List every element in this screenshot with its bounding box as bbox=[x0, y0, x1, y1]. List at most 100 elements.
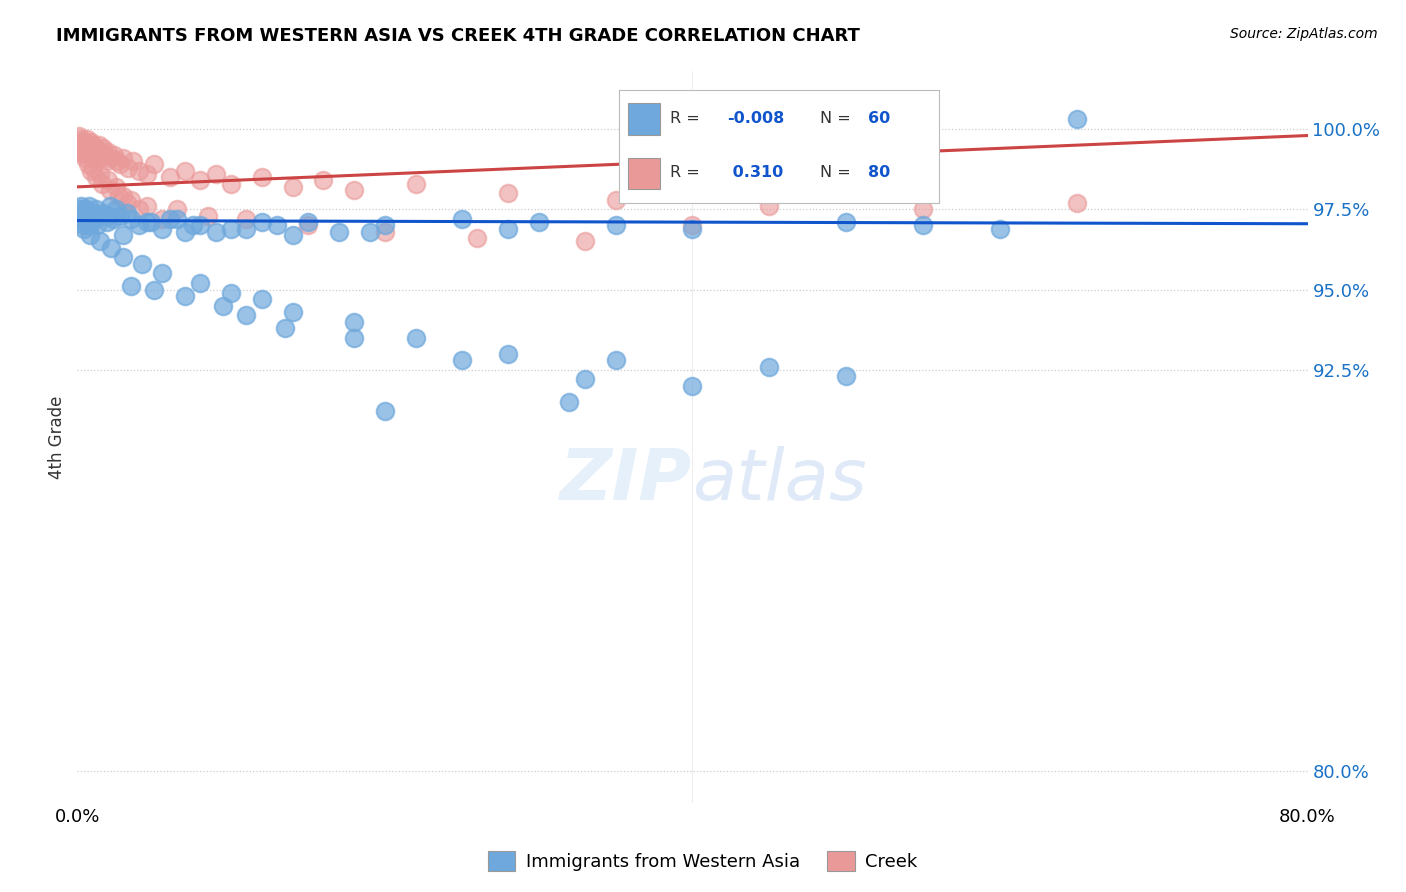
Point bbox=[174, 225, 197, 239]
Point bbox=[150, 211, 173, 226]
Point bbox=[682, 219, 704, 233]
Point bbox=[72, 219, 94, 233]
Point bbox=[190, 219, 212, 233]
Point bbox=[758, 199, 780, 213]
Point bbox=[605, 193, 627, 207]
Point bbox=[93, 205, 115, 219]
Point bbox=[80, 135, 103, 149]
Point bbox=[77, 145, 100, 159]
Point bbox=[104, 202, 127, 217]
Point bbox=[104, 179, 127, 194]
Point bbox=[281, 227, 304, 242]
Point bbox=[75, 135, 97, 149]
Point bbox=[150, 221, 173, 235]
Point bbox=[219, 177, 242, 191]
Point bbox=[97, 145, 120, 159]
Point bbox=[67, 128, 90, 143]
Point bbox=[574, 372, 596, 386]
Point bbox=[204, 167, 226, 181]
Point bbox=[190, 173, 212, 187]
Point bbox=[359, 225, 381, 239]
Point bbox=[250, 292, 273, 306]
Point bbox=[86, 219, 108, 233]
Point bbox=[174, 289, 197, 303]
Point bbox=[75, 202, 97, 217]
Text: Source: ZipAtlas.com: Source: ZipAtlas.com bbox=[1230, 27, 1378, 41]
Point bbox=[72, 215, 94, 229]
Point bbox=[912, 202, 935, 217]
Point bbox=[76, 205, 98, 219]
Point bbox=[112, 251, 135, 265]
Text: ZIP: ZIP bbox=[560, 447, 693, 516]
Point bbox=[405, 177, 427, 191]
Point bbox=[112, 151, 135, 165]
Point bbox=[69, 138, 91, 153]
Y-axis label: 4th Grade: 4th Grade bbox=[48, 395, 66, 479]
Point bbox=[135, 215, 157, 229]
Point bbox=[79, 148, 101, 162]
Point bbox=[98, 199, 121, 213]
Point bbox=[405, 331, 427, 345]
Point bbox=[70, 132, 93, 146]
Point bbox=[83, 211, 105, 226]
Point bbox=[84, 170, 107, 185]
Text: atlas: atlas bbox=[693, 447, 868, 516]
Point bbox=[465, 231, 488, 245]
Point bbox=[79, 227, 101, 242]
Point bbox=[450, 353, 472, 368]
Point bbox=[98, 183, 121, 197]
Point bbox=[73, 148, 96, 162]
Point bbox=[86, 148, 108, 162]
Point bbox=[69, 211, 91, 226]
Point bbox=[100, 151, 122, 165]
Point bbox=[266, 219, 288, 233]
Point bbox=[110, 157, 132, 171]
Point bbox=[1066, 112, 1088, 127]
Point bbox=[235, 308, 257, 322]
Point bbox=[70, 199, 93, 213]
Point bbox=[135, 199, 157, 213]
Point bbox=[190, 276, 212, 290]
Point bbox=[574, 235, 596, 249]
Point bbox=[343, 331, 366, 345]
Point bbox=[96, 215, 118, 229]
Point bbox=[67, 202, 90, 217]
Point bbox=[150, 267, 173, 281]
Point bbox=[101, 211, 124, 226]
Point bbox=[100, 241, 122, 255]
Point bbox=[121, 154, 143, 169]
Point bbox=[70, 205, 93, 219]
Point bbox=[312, 173, 335, 187]
Point bbox=[90, 177, 114, 191]
Point bbox=[79, 141, 101, 155]
Point bbox=[328, 225, 350, 239]
Point bbox=[77, 199, 100, 213]
Point bbox=[558, 394, 581, 409]
Point bbox=[69, 135, 91, 149]
Point bbox=[120, 211, 142, 226]
Point bbox=[103, 148, 125, 162]
Point bbox=[374, 219, 396, 233]
Point bbox=[115, 195, 138, 210]
Point bbox=[73, 151, 96, 165]
Point bbox=[115, 205, 138, 219]
Point bbox=[235, 221, 257, 235]
Point bbox=[82, 161, 104, 175]
Point bbox=[89, 209, 111, 223]
Point bbox=[89, 151, 111, 165]
Point bbox=[141, 215, 163, 229]
Point bbox=[143, 157, 166, 171]
Point bbox=[80, 209, 103, 223]
Point bbox=[159, 170, 181, 185]
Point bbox=[93, 141, 115, 155]
Point bbox=[1066, 195, 1088, 210]
Point bbox=[450, 211, 472, 226]
Point bbox=[89, 235, 111, 249]
Point bbox=[80, 151, 103, 165]
Point bbox=[73, 211, 96, 226]
Point bbox=[131, 257, 153, 271]
Point bbox=[70, 141, 93, 155]
Point bbox=[527, 215, 550, 229]
Point bbox=[79, 219, 101, 233]
Point bbox=[97, 173, 120, 187]
